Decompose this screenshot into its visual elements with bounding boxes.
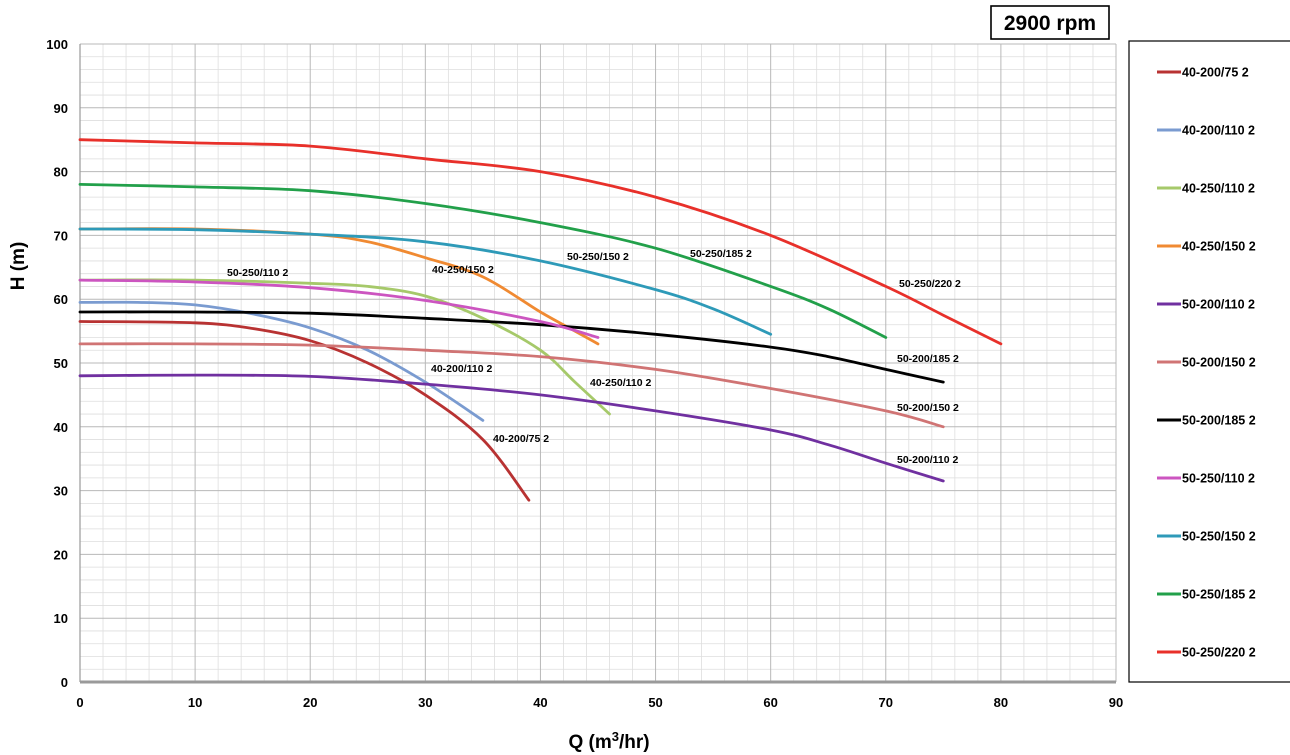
series-line-40-200-110-2 bbox=[78, 300, 485, 422]
y-tick-label: 90 bbox=[54, 101, 68, 116]
series-lines bbox=[78, 138, 1003, 502]
y-axis-title: H (m) bbox=[8, 242, 29, 291]
curve-label-40-250-110-2: 40-250/110 2 bbox=[590, 377, 651, 389]
x-axis-title: Q (m3/hr) bbox=[568, 729, 649, 753]
rpm-badge: 2900 rpm bbox=[1004, 12, 1096, 35]
curve-label-50-200-150-2: 50-200/150 2 bbox=[897, 402, 959, 414]
x-tick-labels: 0 10 20 30 40 50 60 70 80 90 bbox=[76, 695, 1123, 710]
legend-entry-40-200-75-2: 40-200/75 2 bbox=[1182, 66, 1249, 80]
y-tick-label: 40 bbox=[54, 420, 68, 435]
series-line-50-250-150-2 bbox=[78, 227, 773, 336]
legend-entry-50-250-185-2: 50-250/185 2 bbox=[1182, 588, 1256, 602]
curve-label-40-200-110-2: 40-200/110 2 bbox=[431, 363, 492, 375]
y-tick-label: 0 bbox=[61, 675, 68, 690]
curve-label-50-200-185-2: 50-200/185 2 bbox=[897, 353, 959, 365]
legend-entry-40-200-110-2: 40-200/110 2 bbox=[1182, 124, 1255, 138]
x-tick-label: 70 bbox=[879, 695, 893, 710]
x-tick-label: 80 bbox=[994, 695, 1008, 710]
series-line-40-250-110-2 bbox=[78, 278, 611, 416]
legend-entry-50-250-110-2: 50-250/110 2 bbox=[1182, 472, 1255, 486]
x-tick-label: 60 bbox=[763, 695, 777, 710]
y-tick-label: 80 bbox=[54, 165, 68, 180]
x-tick-label: 0 bbox=[76, 695, 83, 710]
y-tick-label: 10 bbox=[54, 611, 68, 626]
y-tick-label: 60 bbox=[54, 292, 68, 307]
series-line-50-250-220-2 bbox=[78, 138, 1003, 346]
curve-label-50-250-150-2: 50-250/150 2 bbox=[567, 251, 629, 263]
x-tick-label: 40 bbox=[533, 695, 547, 710]
legend-entry-40-250-150-2: 40-250/150 2 bbox=[1182, 240, 1256, 254]
legend-entry-40-250-110-2: 40-250/110 2 bbox=[1182, 182, 1255, 196]
legend-box bbox=[1128, 40, 1290, 683]
y-tick-label: 100 bbox=[46, 37, 68, 52]
x-tick-label: 20 bbox=[303, 695, 317, 710]
curve-label-40-200-75-2: 40-200/75 2 bbox=[493, 433, 549, 445]
series-line-50-200-110-2 bbox=[78, 373, 945, 483]
legend-entry-50-250-220-2: 50-250/220 2 bbox=[1182, 646, 1256, 660]
y-tick-label: 50 bbox=[54, 356, 68, 371]
series-line-50-250-185-2 bbox=[78, 183, 888, 339]
curve-label-50-250-185-2: 50-250/185 2 bbox=[690, 248, 752, 260]
series-inline-labels: 40-200/75 2 40-200/110 2 40-250/110 2 40-25… bbox=[227, 248, 961, 466]
legend-entry-50-200-185-2: 50-200/185 2 bbox=[1182, 414, 1256, 428]
x-tick-label: 50 bbox=[648, 695, 662, 710]
series-line-50-200-150-2 bbox=[78, 342, 945, 429]
curve-label-50-200-110-2: 50-200/110 2 bbox=[897, 454, 958, 466]
x-tick-label: 10 bbox=[188, 695, 202, 710]
axes bbox=[79, 44, 1116, 684]
series-line-50-200-185-2 bbox=[78, 310, 945, 384]
y-tick-label: 30 bbox=[54, 484, 68, 499]
x-tick-label: 90 bbox=[1109, 695, 1123, 710]
x-axis-title-unit: /hr) bbox=[619, 732, 650, 753]
curve-label-40-250-150-2: 40-250/150 2 bbox=[432, 264, 494, 276]
series-line-40-200-75-2 bbox=[78, 320, 531, 502]
curve-label-50-250-110-2: 50-250/110 2 bbox=[227, 267, 288, 279]
curve-label-50-250-220-2: 50-250/220 2 bbox=[899, 278, 961, 290]
legend: 40-200/75 2 40-200/110 2 40-250/110 2 40-25… bbox=[1128, 40, 1290, 683]
legend-entry-50-200-110-2: 50-200/110 2 bbox=[1182, 298, 1255, 312]
x-tick-label: 30 bbox=[418, 695, 432, 710]
y-tick-label: 70 bbox=[54, 228, 68, 243]
y-tick-label: 20 bbox=[54, 547, 68, 562]
legend-entry-50-250-150-2: 50-250/150 2 bbox=[1182, 530, 1256, 544]
y-tick-labels: 0 10 20 30 40 50 60 70 80 90 100 bbox=[46, 37, 68, 690]
legend-entry-50-200-150-2: 50-200/150 2 bbox=[1182, 356, 1256, 370]
series-line-50-250-110-2 bbox=[78, 278, 600, 339]
rpm-badge-box bbox=[990, 5, 1110, 40]
x-axis-title-superscript: 3 bbox=[612, 729, 619, 744]
